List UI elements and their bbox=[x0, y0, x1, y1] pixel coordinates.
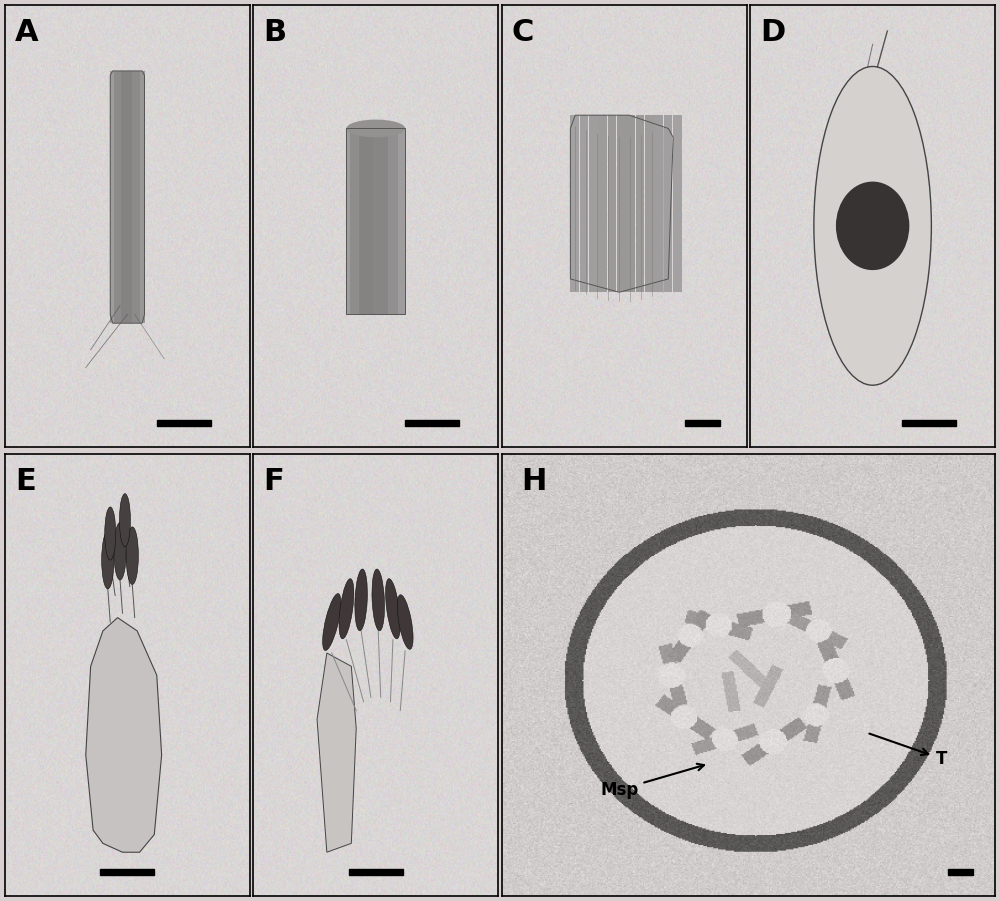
Ellipse shape bbox=[386, 578, 400, 639]
Polygon shape bbox=[86, 617, 162, 852]
Ellipse shape bbox=[346, 120, 405, 137]
Bar bbox=[121, 71, 132, 323]
Bar bbox=[617, 115, 626, 292]
Bar bbox=[114, 71, 121, 323]
Bar bbox=[157, 420, 211, 425]
Ellipse shape bbox=[102, 532, 114, 589]
Ellipse shape bbox=[119, 494, 130, 547]
Text: Msp: Msp bbox=[600, 764, 704, 798]
Bar bbox=[685, 420, 720, 425]
Bar bbox=[626, 115, 635, 292]
Text: B: B bbox=[263, 18, 286, 47]
Text: H: H bbox=[522, 467, 547, 496]
Bar bbox=[636, 115, 644, 292]
Bar bbox=[948, 869, 973, 875]
Bar bbox=[140, 71, 145, 323]
Ellipse shape bbox=[372, 569, 385, 631]
Bar bbox=[346, 129, 350, 314]
Ellipse shape bbox=[814, 67, 931, 386]
Bar bbox=[359, 129, 373, 314]
Ellipse shape bbox=[836, 182, 909, 270]
Bar bbox=[100, 869, 154, 875]
Bar bbox=[580, 115, 588, 292]
Bar bbox=[645, 115, 654, 292]
Ellipse shape bbox=[355, 569, 367, 631]
Bar bbox=[664, 115, 672, 292]
Bar bbox=[654, 115, 663, 292]
Ellipse shape bbox=[397, 595, 413, 650]
Bar bbox=[902, 420, 956, 425]
Text: F: F bbox=[263, 467, 284, 496]
Bar bbox=[570, 115, 579, 292]
Bar bbox=[398, 129, 405, 314]
Bar bbox=[349, 869, 403, 875]
Text: D: D bbox=[760, 18, 785, 47]
Bar bbox=[373, 129, 388, 314]
Bar bbox=[673, 115, 682, 292]
Ellipse shape bbox=[339, 578, 354, 639]
Ellipse shape bbox=[114, 523, 126, 580]
Polygon shape bbox=[317, 653, 356, 852]
Bar bbox=[388, 129, 398, 314]
Bar bbox=[350, 129, 359, 314]
Bar bbox=[132, 71, 140, 323]
Ellipse shape bbox=[105, 507, 116, 560]
Bar bbox=[589, 115, 598, 292]
Text: C: C bbox=[512, 18, 534, 47]
Text: A: A bbox=[15, 18, 38, 47]
Bar bbox=[405, 420, 459, 425]
Bar bbox=[608, 115, 616, 292]
Bar bbox=[598, 115, 607, 292]
Ellipse shape bbox=[323, 594, 341, 651]
Bar bbox=[110, 71, 114, 323]
Text: E: E bbox=[15, 467, 36, 496]
Ellipse shape bbox=[126, 527, 138, 585]
Text: T: T bbox=[869, 733, 947, 768]
